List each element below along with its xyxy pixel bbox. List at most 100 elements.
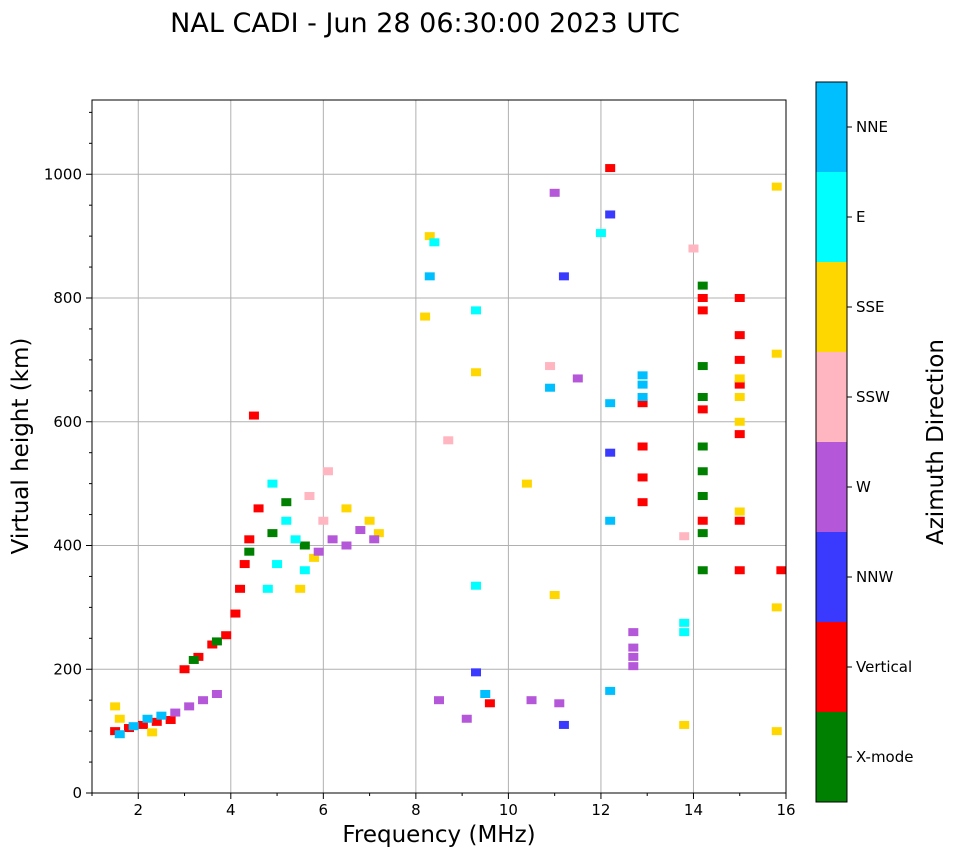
echo-mark xyxy=(605,686,616,695)
colorbar-tick-label: NNE xyxy=(856,118,888,136)
echo-mark xyxy=(734,566,745,575)
echo-mark xyxy=(235,584,246,593)
x-tick-label: 12 xyxy=(591,801,610,819)
echo-mark xyxy=(688,244,699,253)
echo-mark xyxy=(628,662,639,671)
echo-mark xyxy=(327,535,338,544)
echo-mark xyxy=(572,374,583,383)
colorbar-tick-label: E xyxy=(856,208,865,226)
echo-mark xyxy=(605,399,616,408)
echo-mark xyxy=(267,479,278,488)
x-tick-label: 10 xyxy=(499,801,518,819)
colorbar-tick-label: X-mode xyxy=(856,748,913,766)
echo-mark xyxy=(318,516,329,525)
colorbar-tick-label: W xyxy=(856,478,871,496)
echo-mark xyxy=(424,232,435,241)
azimuth-colorbar: X-mode Vertical NNW W SSW SSE E NNE xyxy=(815,81,913,803)
y-tick-label: 1000 xyxy=(44,165,82,183)
echo-mark xyxy=(605,210,616,219)
echo-mark xyxy=(734,294,745,302)
echo-mark xyxy=(628,652,639,661)
echo-mark xyxy=(697,467,708,476)
echo-mark xyxy=(628,628,639,637)
echo-mark xyxy=(771,603,782,612)
echo-mark xyxy=(605,516,616,525)
echo-mark xyxy=(771,349,782,358)
chart-title: NAL CADI - Jun 28 06:30:00 2023 UTC xyxy=(170,8,680,39)
echo-mark xyxy=(156,711,167,720)
x-tick-label: 14 xyxy=(684,801,703,819)
echo-mark xyxy=(679,618,690,627)
colorbar-swatch xyxy=(816,532,847,622)
echo-mark xyxy=(461,714,472,723)
echo-mark xyxy=(697,281,708,290)
colorbar-swatch xyxy=(816,352,847,442)
echo-mark xyxy=(471,668,482,677)
echo-mark xyxy=(267,529,278,538)
echo-mark xyxy=(471,306,482,315)
echo-mark xyxy=(697,516,708,525)
echo-mark xyxy=(734,374,745,383)
echo-mark xyxy=(679,532,690,541)
data-points xyxy=(110,164,787,739)
echo-mark xyxy=(734,430,745,439)
echo-mark xyxy=(341,541,352,550)
colorbar-label: Azimuth Direction xyxy=(923,339,949,545)
x-tick-label: 6 xyxy=(319,801,329,819)
y-axis-label: Virtual height (km) xyxy=(8,338,34,555)
echo-mark xyxy=(628,643,639,652)
echo-mark xyxy=(244,535,255,544)
echo-mark xyxy=(355,526,366,535)
echo-mark xyxy=(471,368,482,377)
colorbar-swatch xyxy=(816,442,847,532)
echo-mark xyxy=(364,516,375,525)
echo-mark xyxy=(734,355,745,364)
echo-mark xyxy=(239,560,250,569)
x-tick-label: 8 xyxy=(411,801,421,819)
echo-mark xyxy=(272,560,283,569)
echo-mark xyxy=(281,516,292,525)
echo-mark xyxy=(545,362,556,371)
y-tick-label: 400 xyxy=(53,537,82,555)
echo-mark xyxy=(369,535,380,544)
echo-mark xyxy=(434,696,444,705)
echo-mark xyxy=(221,631,232,640)
echo-mark xyxy=(429,238,440,247)
echo-mark xyxy=(697,442,708,451)
echo-mark xyxy=(110,702,121,711)
colorbar-swatch xyxy=(816,712,847,802)
colorbar-swatch xyxy=(816,82,847,172)
y-tick-label: 0 xyxy=(72,784,82,802)
echo-mark xyxy=(304,492,315,500)
x-tick-label: 16 xyxy=(776,801,795,819)
axis-ticks: 2 4 6 8 10 12 14 16 0 200 400 600 800 1000 xyxy=(44,111,796,819)
echo-mark xyxy=(697,529,708,538)
echo-mark xyxy=(637,371,648,380)
echo-mark xyxy=(165,715,176,724)
echo-mark xyxy=(549,591,560,599)
colorbar-tick-label: SSE xyxy=(856,298,885,316)
echo-mark xyxy=(373,529,384,538)
echo-mark xyxy=(776,566,787,575)
echo-mark xyxy=(637,380,648,389)
y-tick-label: 200 xyxy=(53,660,82,678)
echo-mark xyxy=(697,492,708,500)
echo-mark xyxy=(554,699,565,708)
colorbar-tick-label: Vertical xyxy=(856,658,912,676)
echo-mark xyxy=(179,665,190,674)
echo-mark xyxy=(558,272,569,281)
gridlines xyxy=(92,100,787,794)
plot-frame xyxy=(91,99,787,794)
echo-mark xyxy=(128,722,139,731)
x-axis-label: Frequency (MHz) xyxy=(342,822,535,848)
colorbar-swatch xyxy=(816,622,847,712)
echo-mark xyxy=(142,714,153,723)
echo-mark xyxy=(151,717,162,726)
echo-mark xyxy=(697,362,708,371)
echo-mark xyxy=(253,504,264,513)
echo-mark xyxy=(322,467,333,476)
echo-mark xyxy=(637,393,648,401)
echo-mark xyxy=(637,498,648,507)
plot-area xyxy=(92,100,786,793)
